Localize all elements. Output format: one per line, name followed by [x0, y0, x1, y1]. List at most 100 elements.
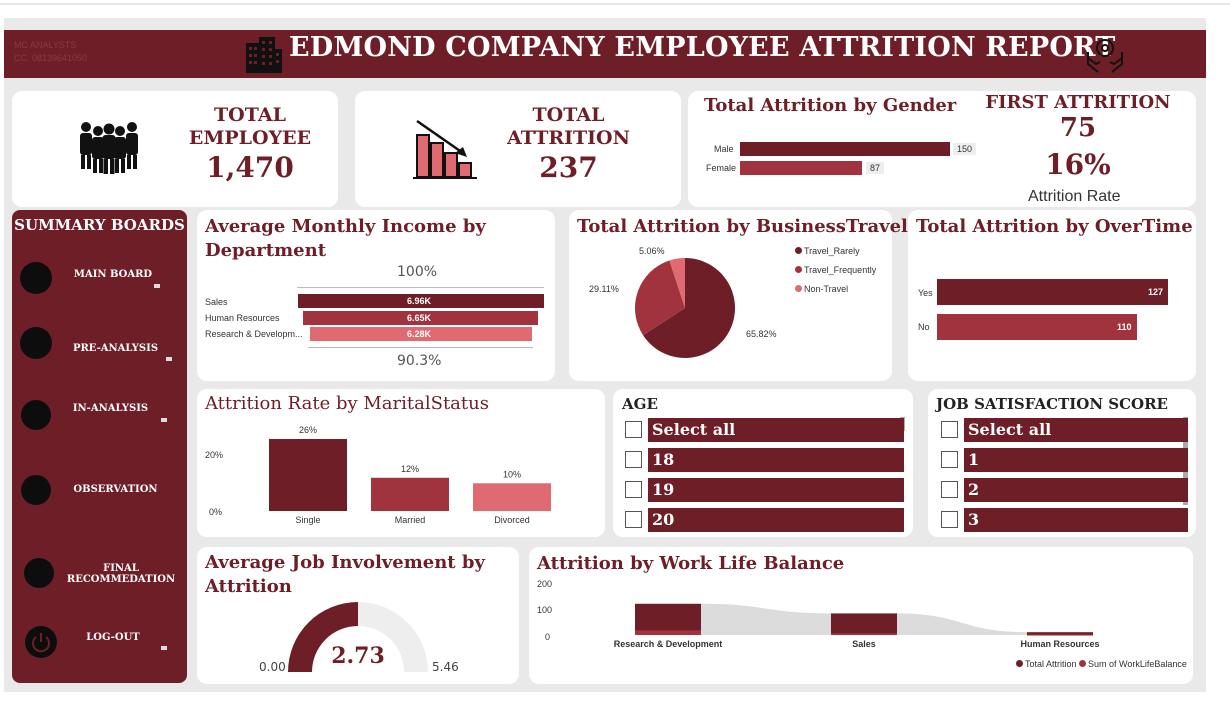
travel-legend-rarely: Travel_Rarely [795, 246, 860, 256]
age-slicer-title: AGE [622, 395, 658, 413]
circle-icon [20, 327, 52, 359]
marital-chart-title: Attrition Rate by MaritalStatus [205, 393, 489, 414]
overtime-value-yes: 127 [1148, 287, 1164, 297]
worklife-category-label: Research & Development [614, 639, 723, 649]
declining-chart-icon [413, 119, 477, 179]
overtime-value-no: 110 [1117, 322, 1132, 332]
nav-label-final-recommendation: FINAL RECOMMEDATION [66, 563, 176, 585]
marital-ytick-0: 0% [209, 507, 223, 517]
worklife-ytick-100: 100 [537, 605, 553, 615]
marital-bar-single [269, 439, 347, 511]
involvement-chart-title: Average Job Involvement by Attrition [205, 552, 485, 597]
slicer-option[interactable]: 18 [648, 448, 904, 472]
travel-pct-frequently: 29.11% [589, 284, 619, 294]
nav-label-observation: OBSERVATION [73, 484, 158, 495]
analyst-contact: CC. 08139641050 [14, 53, 88, 63]
job-satisfaction-slicer: JOB SATISFACTION SCORE Select all 1 2 3 [928, 389, 1196, 537]
attrition-rate-label: Attrition Rate [1028, 188, 1121, 205]
legend-label: Non-Travel [804, 284, 849, 294]
nav-indicator [161, 418, 167, 422]
worklife-ytick-0: 0 [545, 632, 551, 642]
gender-bar-female [740, 161, 862, 175]
income-top-pct: 100% [397, 264, 438, 280]
worklife-bar-total [635, 603, 701, 635]
marital-category-label: Married [395, 515, 426, 525]
income-label-sales: Sales [205, 297, 228, 307]
worklife-bar-sum [831, 633, 897, 635]
income-label-hr: Human Resources [205, 313, 280, 323]
age-slicer: AGE Select all 18 19 20 [613, 389, 913, 537]
slicer-option[interactable]: 3 [964, 508, 1188, 532]
gender-value-male: 150 [953, 143, 977, 155]
nav-log-out[interactable]: LOG-OUT [18, 624, 183, 664]
pie-slice-non-travel [669, 258, 685, 308]
income-bar-rd [310, 327, 532, 341]
travel-card: Total Attrition by BusinessTravel 5.06% … [569, 210, 908, 381]
travel-legend-non: Non-Travel [795, 284, 848, 294]
gauge-min-label: 0.00 [259, 660, 286, 674]
report-title: EDMOND COMPANY EMPLOYEE ATTRITION REPORT [289, 32, 1116, 63]
gauge-value: 2.73 [331, 643, 385, 669]
worklife-legend-total: Total Attrition [1016, 659, 1077, 669]
gender-label-female: Female [706, 163, 737, 173]
marital-bar-divorced [473, 483, 551, 511]
slicer-option[interactable]: Select all [648, 418, 904, 442]
nav-final-recommendation[interactable]: FINAL RECOMMEDATION [18, 556, 183, 596]
marital-card: Attrition Rate by MaritalStatus 20% 0% 2… [197, 389, 605, 537]
worklife-bar-sum [635, 630, 701, 635]
slicer-checkbox[interactable] [941, 451, 958, 468]
slicer-option[interactable]: Select all [964, 418, 1188, 442]
nav-observation[interactable]: OBSERVATION [18, 473, 183, 513]
gauge-max-label: 5.46 [432, 660, 459, 674]
slicer-option[interactable]: 19 [648, 478, 904, 502]
pie-slice-travel-rarely [643, 258, 735, 358]
slicer-checkbox[interactable] [625, 421, 642, 438]
worklife-chart-title: Attrition by Work Life Balance [537, 553, 845, 574]
slicer-checkbox[interactable] [941, 511, 958, 528]
income-scale-bottom [308, 347, 533, 348]
kpi-label-total-employee: TOTAL EMPLOYEE [188, 104, 312, 149]
gender-bar-male [740, 142, 950, 156]
gender-chart-title: Total Attrition by Gender [704, 95, 957, 116]
worklife-bar-sum [1027, 634, 1093, 636]
nav-main-board[interactable]: MAIN BOARD [18, 260, 183, 300]
marital-data-label: 26% [299, 425, 317, 435]
involvement-card: Average Job Involvement by Attrition 0.0… [197, 547, 519, 684]
worklife-bar-total [1027, 632, 1093, 635]
slicer-checkbox[interactable] [625, 511, 642, 528]
people-group-icon [80, 122, 138, 174]
worklife-ribbon [701, 603, 831, 635]
care-hands-icon [1087, 39, 1123, 73]
slicer-checkbox[interactable] [625, 451, 642, 468]
worklife-legend-sum: Sum of WorkLifeBalance [1079, 659, 1187, 669]
slicer-option[interactable]: 20 [648, 508, 904, 532]
overtime-card: Total Attrition by OverTime Yes 127 No 1… [908, 210, 1196, 381]
overtime-bar-yes [937, 279, 1168, 305]
nav-indicator [166, 357, 172, 361]
circle-icon [21, 475, 51, 505]
circle-icon [24, 558, 54, 588]
marital-bar-married [371, 477, 449, 511]
slicer-option[interactable]: 2 [964, 478, 1188, 502]
nav-indicator [161, 646, 167, 650]
income-value-sales: 6.96K [407, 296, 432, 306]
worklife-card: Attrition by Work Life Balance 200 100 0… [529, 547, 1193, 684]
first-attrition-label: FIRST ATTRITION [985, 92, 1171, 113]
worklife-ribbon-chart: Research & Development Sales Human Resourc… [614, 603, 1100, 649]
circle-icon [20, 262, 52, 294]
involvement-gauge [288, 602, 428, 672]
sidebar-title: SUMMARY BOARDS [14, 216, 185, 234]
slicer-checkbox[interactable] [941, 481, 958, 498]
nav-in-analysis[interactable]: IN-ANALYSIS [18, 398, 183, 438]
nav-pre-analysis[interactable]: PRE-ANALYSIS [18, 325, 183, 365]
worklife-category-label: Sales [852, 639, 876, 649]
worklife-ribbon [897, 613, 1027, 635]
marital-category-label: Divorced [494, 515, 530, 525]
summary-boards-sidebar: SUMMARY BOARDS MAIN BOARD PRE-ANALYSIS I… [12, 210, 187, 683]
travel-legend-frequently: Travel_Frequently [795, 265, 876, 275]
worklife-ytick-200: 200 [537, 579, 553, 589]
slicer-checkbox[interactable] [941, 421, 958, 438]
building-icon [246, 37, 282, 73]
slicer-option[interactable]: 1 [964, 448, 1188, 472]
slicer-checkbox[interactable] [625, 481, 642, 498]
